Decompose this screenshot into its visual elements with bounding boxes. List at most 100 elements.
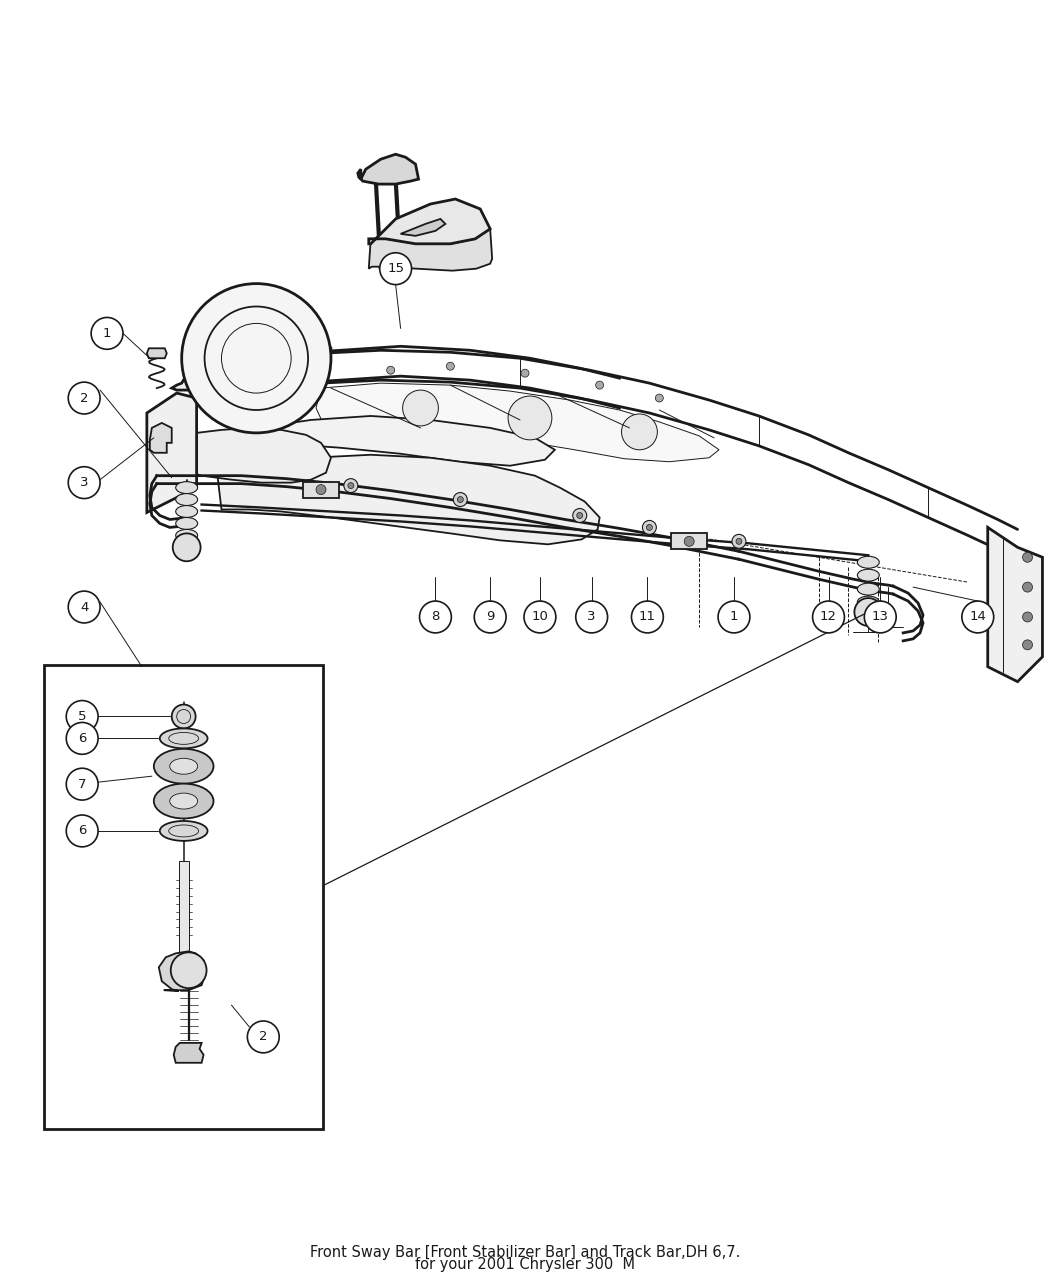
Ellipse shape <box>858 583 879 595</box>
Circle shape <box>66 700 98 732</box>
Circle shape <box>68 467 100 499</box>
Text: 4: 4 <box>80 601 88 613</box>
Circle shape <box>454 492 467 506</box>
Circle shape <box>1023 583 1032 592</box>
Circle shape <box>68 592 100 623</box>
Ellipse shape <box>153 784 213 819</box>
Circle shape <box>655 394 664 402</box>
Polygon shape <box>172 309 331 403</box>
Circle shape <box>1023 552 1032 562</box>
Text: 1: 1 <box>103 326 111 340</box>
Text: 7: 7 <box>78 778 86 790</box>
Text: 5: 5 <box>78 710 86 723</box>
Polygon shape <box>671 533 707 550</box>
Polygon shape <box>369 230 492 270</box>
Circle shape <box>855 598 882 626</box>
Circle shape <box>458 496 463 502</box>
Circle shape <box>344 478 358 492</box>
Circle shape <box>521 370 529 377</box>
Text: 15: 15 <box>387 263 404 275</box>
Circle shape <box>647 524 652 530</box>
Ellipse shape <box>175 482 197 493</box>
Text: 10: 10 <box>531 611 548 623</box>
Polygon shape <box>216 416 554 465</box>
Circle shape <box>68 382 100 414</box>
Ellipse shape <box>175 529 197 542</box>
Polygon shape <box>173 1043 204 1063</box>
Text: for your 2001 Chrysler 300  M: for your 2001 Chrysler 300 M <box>415 1257 635 1272</box>
Circle shape <box>813 601 844 632</box>
Circle shape <box>508 397 552 440</box>
Circle shape <box>386 366 395 374</box>
Text: 2: 2 <box>259 1030 268 1043</box>
Circle shape <box>173 533 201 561</box>
Text: 1: 1 <box>730 611 738 623</box>
Text: 3: 3 <box>587 611 596 623</box>
Text: 3: 3 <box>80 476 88 490</box>
Polygon shape <box>216 455 600 544</box>
Text: 9: 9 <box>486 611 495 623</box>
Circle shape <box>524 601 555 632</box>
Text: 14: 14 <box>969 611 986 623</box>
Circle shape <box>172 705 195 728</box>
Circle shape <box>572 509 587 523</box>
Ellipse shape <box>153 748 213 784</box>
Circle shape <box>248 1021 279 1053</box>
Circle shape <box>643 520 656 534</box>
Circle shape <box>402 390 439 426</box>
Circle shape <box>736 538 742 544</box>
Circle shape <box>66 769 98 801</box>
Circle shape <box>622 414 657 450</box>
Polygon shape <box>178 861 189 980</box>
Polygon shape <box>401 219 445 236</box>
Text: Front Sway Bar [Front Stabilizer Bar] and Track Bar,DH 6,7.: Front Sway Bar [Front Stabilizer Bar] an… <box>310 1244 740 1260</box>
Circle shape <box>1023 640 1032 650</box>
Polygon shape <box>316 382 719 462</box>
Circle shape <box>962 601 993 632</box>
Polygon shape <box>147 393 196 513</box>
Ellipse shape <box>858 597 879 608</box>
Circle shape <box>91 317 123 349</box>
Circle shape <box>575 601 608 632</box>
Circle shape <box>66 815 98 847</box>
Circle shape <box>420 601 451 632</box>
Circle shape <box>171 952 207 988</box>
Circle shape <box>631 601 664 632</box>
Text: 11: 11 <box>638 611 656 623</box>
Polygon shape <box>303 482 339 497</box>
Text: 6: 6 <box>78 825 86 838</box>
Ellipse shape <box>170 759 197 774</box>
Circle shape <box>576 513 583 519</box>
Polygon shape <box>988 528 1043 682</box>
Ellipse shape <box>170 793 197 810</box>
Polygon shape <box>150 423 172 453</box>
Circle shape <box>446 362 455 370</box>
Ellipse shape <box>160 821 208 842</box>
Text: 2: 2 <box>80 391 88 404</box>
Text: 6: 6 <box>78 732 86 745</box>
Circle shape <box>182 283 331 434</box>
Circle shape <box>1023 612 1032 622</box>
Circle shape <box>316 484 326 495</box>
Circle shape <box>595 381 604 389</box>
Polygon shape <box>159 951 206 991</box>
Circle shape <box>66 723 98 755</box>
Circle shape <box>864 601 897 632</box>
Circle shape <box>718 601 750 632</box>
Circle shape <box>732 534 745 548</box>
Ellipse shape <box>858 569 879 581</box>
Polygon shape <box>170 428 331 483</box>
Ellipse shape <box>160 728 208 748</box>
Circle shape <box>348 483 354 488</box>
Circle shape <box>475 601 506 632</box>
Polygon shape <box>147 348 167 358</box>
Text: 12: 12 <box>820 611 837 623</box>
Circle shape <box>685 537 694 546</box>
Polygon shape <box>369 199 490 244</box>
Ellipse shape <box>858 556 879 569</box>
Text: 8: 8 <box>432 611 440 623</box>
Ellipse shape <box>175 505 197 518</box>
Bar <box>44 664 323 1130</box>
Ellipse shape <box>175 493 197 505</box>
Text: 13: 13 <box>872 611 888 623</box>
